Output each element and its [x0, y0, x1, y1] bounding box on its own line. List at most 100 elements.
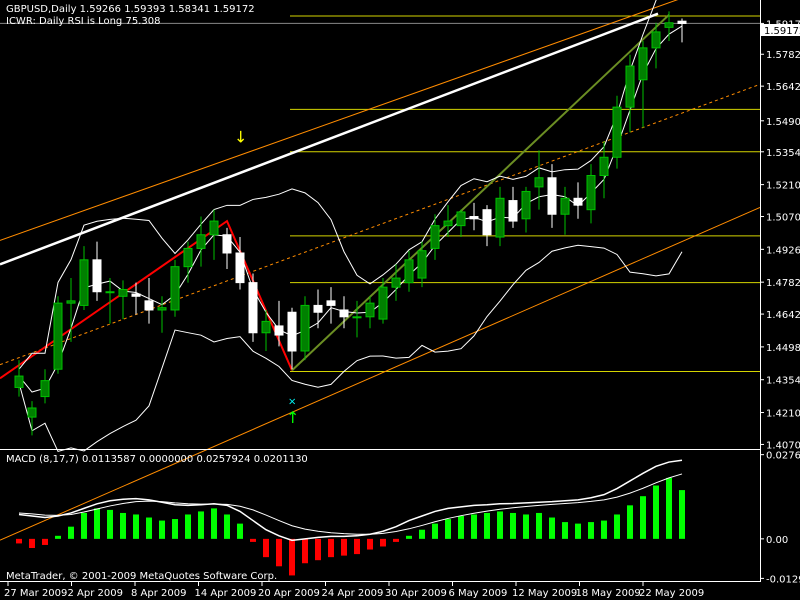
date-tick-label: 18 May 2009 — [576, 588, 641, 599]
candle[interactable] — [144, 278, 154, 324]
candle[interactable] — [625, 54, 635, 133]
macd-panel[interactable] — [16, 459, 685, 576]
candle-body — [339, 309, 349, 318]
candle[interactable] — [196, 216, 206, 267]
candle-body — [222, 234, 232, 254]
macd-tick-label: 0.027630 — [766, 451, 800, 462]
candle[interactable] — [105, 278, 115, 324]
candle-body — [677, 20, 687, 24]
macd-histogram-bar — [653, 485, 659, 539]
candle[interactable] — [79, 246, 89, 310]
candle[interactable] — [521, 186, 531, 233]
overlay-lines — [0, 0, 761, 541]
candle-body — [235, 252, 245, 284]
candle[interactable] — [313, 289, 323, 329]
candle[interactable] — [560, 186, 570, 235]
candle[interactable] — [664, 11, 674, 42]
candle-body — [27, 407, 37, 418]
macd-histogram-bar — [107, 509, 113, 539]
candle-body — [66, 300, 76, 304]
candle[interactable] — [482, 205, 492, 247]
macd-histogram-bar — [133, 514, 139, 539]
candle-body — [495, 197, 505, 238]
candle[interactable] — [638, 41, 648, 128]
candle[interactable] — [118, 280, 128, 320]
candle[interactable] — [586, 164, 596, 224]
candle[interactable] — [612, 95, 622, 169]
candle[interactable] — [326, 287, 336, 324]
candle[interactable] — [651, 22, 661, 69]
candle[interactable] — [469, 202, 479, 231]
candle[interactable] — [417, 241, 427, 288]
price-tick-label: 1.46420 — [766, 310, 800, 321]
candle[interactable] — [495, 186, 505, 247]
candle[interactable] — [378, 278, 388, 324]
macd-histogram-bar — [68, 526, 74, 539]
candle[interactable] — [456, 209, 466, 238]
macd-histogram-bar — [341, 538, 347, 556]
candle-body — [404, 259, 414, 284]
candle[interactable] — [430, 214, 440, 260]
candle[interactable] — [157, 296, 167, 333]
candle[interactable] — [534, 150, 544, 210]
macd-histogram-bar — [471, 514, 477, 539]
candle-body — [313, 304, 323, 313]
candle[interactable] — [248, 273, 258, 342]
upper-band-line — [18, 0, 657, 370]
candle[interactable] — [547, 164, 557, 228]
signal-line — [18, 473, 683, 535]
candle-body — [560, 197, 570, 215]
macd-histogram-bar — [94, 508, 100, 539]
candle[interactable] — [170, 259, 180, 317]
candle[interactable] — [261, 309, 271, 351]
candle-body — [118, 288, 128, 297]
macd-histogram-bar — [679, 490, 685, 539]
candles[interactable] — [14, 11, 687, 436]
candle[interactable] — [131, 282, 141, 315]
date-tick-label: 22 May 2009 — [639, 588, 704, 599]
candle[interactable] — [183, 241, 193, 283]
candle-body — [469, 216, 479, 220]
candle[interactable] — [573, 182, 583, 219]
price-tick-label: 1.43540 — [766, 376, 800, 387]
macd-histogram-bar — [367, 538, 373, 550]
candle[interactable] — [677, 18, 687, 43]
candle[interactable] — [443, 205, 453, 238]
candle[interactable] — [300, 296, 310, 361]
candle[interactable] — [404, 250, 414, 292]
macd-histogram-bar — [510, 512, 516, 539]
candle[interactable] — [599, 141, 609, 199]
macd-histogram-bar — [42, 538, 48, 545]
indicator-info: ICWR: Daily RSI is Long 75.308 — [6, 16, 160, 27]
price-tick-label: 1.44980 — [766, 343, 800, 354]
candle[interactable] — [209, 209, 219, 260]
macd-histogram-bar — [588, 522, 594, 539]
candle[interactable] — [53, 296, 63, 374]
candle[interactable] — [391, 264, 401, 301]
date-tick-label: 30 Apr 2009 — [385, 588, 447, 599]
candle[interactable] — [352, 300, 362, 338]
candle[interactable] — [27, 401, 37, 436]
candle[interactable] — [339, 296, 349, 329]
candle[interactable] — [508, 186, 518, 228]
candle[interactable] — [365, 296, 375, 329]
candle[interactable] — [287, 307, 297, 370]
date-tick-label: 14 Apr 2009 — [195, 588, 257, 599]
macd-histogram-bar — [627, 505, 633, 539]
candle-body — [274, 325, 284, 336]
candle[interactable] — [235, 237, 245, 290]
candle[interactable] — [14, 360, 24, 397]
candle[interactable] — [40, 369, 50, 404]
macd-histogram-bar — [328, 538, 334, 558]
candle[interactable] — [274, 300, 284, 347]
price-tick-label: 1.42100 — [766, 409, 800, 420]
macd-title: MACD (8,17,7) 0.0113587 0.0000000 0.0257… — [6, 454, 308, 465]
candle-body — [209, 220, 219, 236]
candle[interactable] — [66, 278, 76, 342]
candle[interactable] — [92, 241, 102, 301]
candle[interactable] — [222, 227, 232, 269]
macd-histogram-bar — [419, 529, 425, 539]
price-tick-label: 1.50700 — [766, 213, 800, 224]
candle-body — [456, 211, 466, 227]
